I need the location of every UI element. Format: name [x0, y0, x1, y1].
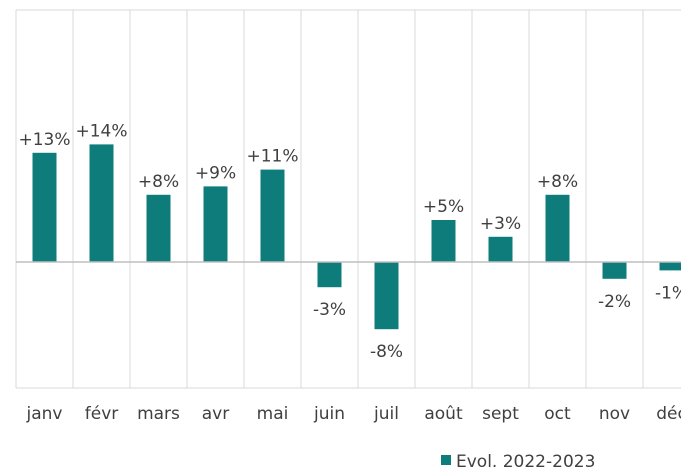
data-label: +14%	[75, 121, 127, 141]
x-tick-label: avr	[202, 404, 229, 424]
x-tick-label: oct	[544, 404, 571, 424]
legend-swatch	[441, 455, 451, 465]
bar	[317, 262, 342, 288]
legend-label: Evol. 2022-2023	[456, 452, 595, 472]
bar	[545, 194, 570, 262]
x-tick-label: juil	[373, 404, 399, 424]
bar	[32, 152, 57, 262]
x-tick-label: févr	[85, 404, 119, 424]
data-label: -3%	[313, 300, 346, 320]
bar	[659, 262, 681, 271]
data-label: -2%	[598, 292, 631, 312]
data-label: -8%	[370, 342, 403, 362]
bar	[260, 169, 285, 262]
x-tick-label: sept	[482, 404, 519, 424]
data-label: +9%	[195, 163, 236, 183]
x-tick-label: déc	[656, 404, 681, 424]
bar	[374, 262, 399, 330]
x-tick-label: mars	[137, 404, 180, 424]
data-label: +13%	[18, 130, 70, 150]
x-tick-label: mai	[257, 404, 289, 424]
x-tick-label: janv	[26, 404, 63, 424]
data-label: +11%	[246, 147, 298, 167]
data-label: +3%	[480, 214, 521, 234]
x-tick-label: juin	[313, 404, 345, 424]
x-tick-label: août	[424, 404, 463, 424]
bar	[602, 262, 627, 279]
bar	[146, 194, 171, 262]
bar	[203, 186, 228, 262]
bar	[431, 220, 456, 262]
x-tick-label: nov	[599, 404, 630, 424]
bar	[488, 236, 513, 262]
data-label: +8%	[138, 172, 179, 192]
data-label: -1%	[655, 283, 681, 303]
data-label: +5%	[423, 197, 464, 217]
bar	[89, 144, 114, 262]
data-label: +8%	[537, 172, 578, 192]
